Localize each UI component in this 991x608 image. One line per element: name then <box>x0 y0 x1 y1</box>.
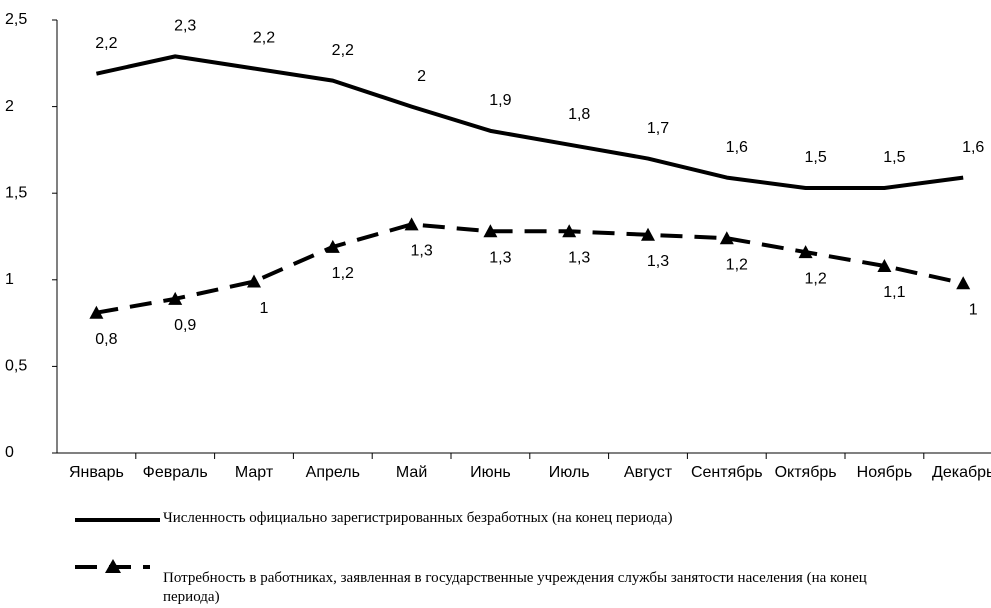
data-label: 2,2 <box>253 30 275 47</box>
data-label: 0,8 <box>95 331 117 348</box>
data-label: 2,2 <box>332 42 354 59</box>
data-label: 1 <box>969 301 978 318</box>
x-tick-label: Август <box>624 464 673 481</box>
data-label: 1,3 <box>410 243 432 260</box>
series-line <box>95 54 964 191</box>
data-label: 1,5 <box>804 149 826 166</box>
x-tick-label: Январь <box>69 464 124 481</box>
data-label: 2,3 <box>174 18 196 35</box>
data-label: 2,2 <box>95 35 117 52</box>
marker <box>562 224 577 238</box>
legend-marker <box>105 559 121 573</box>
x-tick-label: Сентябрь <box>691 464 763 481</box>
x-tick-label: Ноябрь <box>857 464 913 481</box>
x-tick-label: Декабрь <box>932 464 991 481</box>
series-line <box>96 222 964 315</box>
x-tick-label: Июнь <box>470 464 511 481</box>
marker <box>956 276 971 290</box>
y-tick-label: 1 <box>5 271 14 288</box>
marker <box>483 224 498 238</box>
data-label: 1,2 <box>804 270 826 287</box>
marker <box>325 239 340 253</box>
marker <box>168 291 183 305</box>
marker <box>877 258 892 272</box>
marker <box>719 231 734 245</box>
x-tick-label: Март <box>235 464 274 481</box>
y-tick-label: 0 <box>5 444 14 461</box>
data-label: 1,6 <box>962 139 984 156</box>
data-label: 1,3 <box>489 250 511 267</box>
data-label: 1,5 <box>883 149 905 166</box>
data-label: 1,9 <box>489 92 511 109</box>
data-label: 1 <box>260 300 269 317</box>
data-label: 1,6 <box>726 139 748 156</box>
data-label: 2 <box>417 68 426 85</box>
data-label: 1,3 <box>568 250 590 267</box>
marker <box>89 305 104 319</box>
legend-label: Численность официально зарегистрированны… <box>163 510 673 526</box>
x-tick-label: Февраль <box>143 464 208 481</box>
y-tick-label: 2,5 <box>5 11 27 28</box>
y-tick-label: 1,5 <box>5 184 27 201</box>
data-label: 1,8 <box>568 106 590 123</box>
data-label: 1,7 <box>647 120 669 137</box>
data-label: 1,1 <box>883 284 905 301</box>
data-label: 1,2 <box>332 265 354 282</box>
marker <box>798 245 813 259</box>
x-tick-label: Октябрь <box>775 464 837 481</box>
marker <box>641 227 655 241</box>
x-tick-label: Апрель <box>306 464 360 481</box>
data-label: 1,2 <box>726 256 748 273</box>
marker <box>404 217 419 231</box>
data-label: 0,9 <box>174 317 196 334</box>
x-tick-label: Май <box>396 464 427 481</box>
x-tick-label: Июль <box>549 464 590 481</box>
y-tick-label: 0,5 <box>5 358 27 375</box>
marker <box>247 274 261 288</box>
data-label: 1,3 <box>647 253 669 270</box>
y-tick-label: 2 <box>5 98 14 115</box>
legend-label: Потребность в работниках, заявленная в г… <box>163 570 867 605</box>
